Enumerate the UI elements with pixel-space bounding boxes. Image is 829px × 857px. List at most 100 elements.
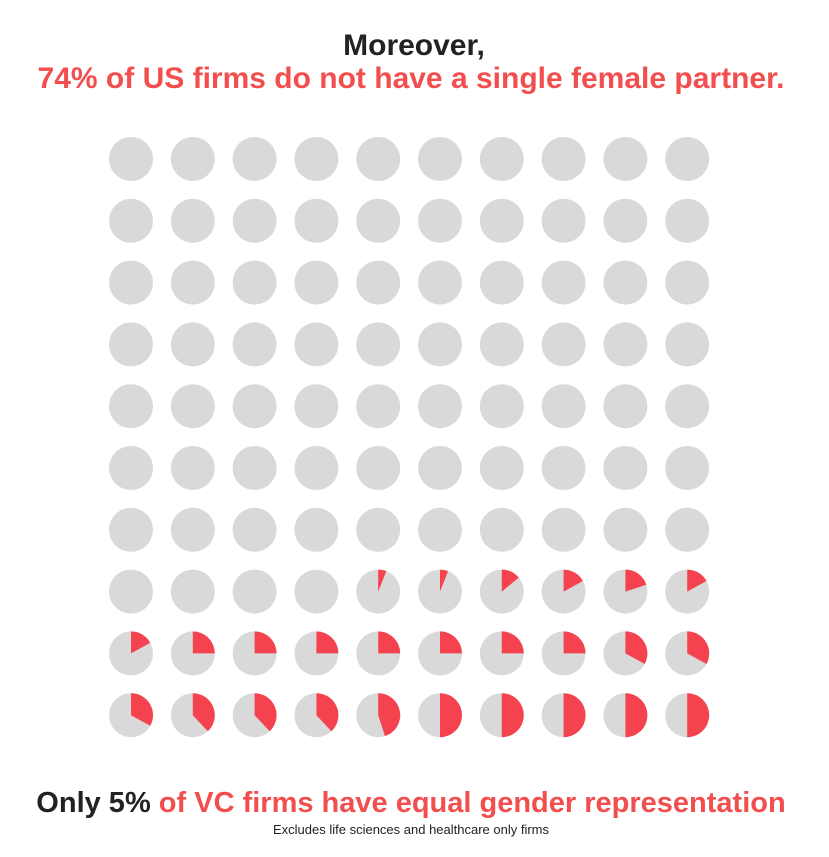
firm-circle — [109, 137, 153, 181]
female-share-slice — [625, 631, 648, 664]
firm-circle — [603, 507, 648, 552]
female-share-slice — [625, 569, 647, 592]
firm-circle — [418, 322, 462, 367]
firm-circle — [603, 198, 648, 243]
female-share-slice — [378, 693, 401, 737]
female-share-slice — [440, 569, 449, 592]
firm-circle — [356, 384, 401, 429]
firm-circle — [541, 384, 586, 429]
firm-circle — [479, 507, 524, 552]
firm-circle — [418, 260, 462, 305]
firm-circle — [109, 322, 153, 367]
firm-circle — [232, 446, 277, 490]
firm-circle — [541, 137, 586, 181]
firm-circle — [232, 198, 277, 243]
firm-circle — [356, 198, 401, 243]
firm-circle — [294, 260, 339, 305]
female-share-slice — [501, 631, 524, 654]
firm-circle — [479, 384, 524, 429]
firm-circle — [541, 260, 586, 305]
firm-circle — [170, 507, 215, 552]
firm-circle — [356, 137, 401, 181]
firm-circle — [356, 446, 401, 490]
female-share-slice — [316, 693, 339, 732]
firm-circle — [170, 446, 215, 490]
female-share-slice — [563, 693, 586, 738]
firm-circle — [541, 322, 586, 367]
firm-circle — [479, 137, 524, 181]
firm-circle — [294, 569, 339, 614]
female-share-slice — [440, 631, 462, 654]
firm-circle — [665, 198, 710, 243]
firm-circle — [418, 198, 462, 243]
firm-circle — [418, 507, 462, 552]
footer-highlight: Only 5% — [36, 787, 151, 819]
female-share-slice — [440, 693, 462, 738]
firm-circle — [665, 137, 710, 181]
firm-circle — [356, 507, 401, 552]
firm-circle — [418, 137, 462, 181]
title-line-2: 74% of US firms do not have a single fem… — [38, 62, 785, 95]
firm-circle — [170, 260, 215, 305]
firm-circle — [170, 384, 215, 429]
female-share-slice — [192, 693, 215, 732]
firm-circle — [541, 446, 586, 490]
firm-circle — [294, 446, 339, 490]
firm-circle — [109, 198, 153, 243]
firm-circle — [665, 507, 710, 552]
firm-circle — [109, 384, 153, 429]
female-share-slice — [625, 693, 648, 738]
firm-circle — [603, 260, 648, 305]
female-share-slice — [378, 569, 387, 592]
firm-circle — [356, 260, 401, 305]
firm-circle — [170, 322, 215, 367]
firm-circle — [232, 569, 277, 614]
firm-circle — [109, 260, 153, 305]
firm-circle — [170, 198, 215, 243]
female-share-slice — [563, 631, 586, 654]
female-share-slice — [316, 631, 339, 654]
firm-circle — [109, 569, 153, 614]
firm-circle — [665, 446, 710, 490]
firm-circle — [109, 446, 153, 490]
firm-circle — [170, 137, 215, 181]
female-share-slice — [687, 631, 710, 664]
firm-circle — [541, 507, 586, 552]
firm-circle — [418, 446, 462, 490]
female-share-slice — [254, 631, 277, 654]
female-share-slice — [501, 693, 524, 738]
firm-circle — [232, 260, 277, 305]
firm-circle — [479, 260, 524, 305]
firm-circle — [294, 137, 339, 181]
female-share-slice — [687, 569, 707, 592]
footer-line: Only 5% of VC firms have equal gender re… — [36, 787, 785, 819]
firm-circle — [541, 198, 586, 243]
female-share-slice — [501, 569, 519, 592]
female-share-slice — [131, 631, 151, 654]
female-share-slice — [254, 693, 277, 732]
firm-circle — [232, 137, 277, 181]
firm-circle — [294, 322, 339, 367]
firm-circle — [479, 322, 524, 367]
firm-circle — [479, 446, 524, 490]
female-share-slice — [563, 569, 583, 592]
female-share-slice — [192, 631, 215, 654]
firm-circle — [294, 507, 339, 552]
female-share-slice — [131, 693, 153, 726]
firm-circle — [232, 384, 277, 429]
female-share-slice — [378, 631, 401, 654]
firm-circle — [356, 322, 401, 367]
firm-circle — [665, 384, 710, 429]
firm-circle — [418, 384, 462, 429]
firm-circle — [294, 198, 339, 243]
firm-circle — [294, 384, 339, 429]
firm-circle — [665, 260, 710, 305]
footer-text: of VC firms have equal gender representa… — [159, 787, 786, 819]
firm-circle — [232, 507, 277, 552]
firm-circle — [603, 384, 648, 429]
footer-note: Excludes life sciences and healthcare on… — [273, 822, 550, 837]
firm-circle — [232, 322, 277, 367]
title-line-1: Moreover, — [343, 29, 485, 62]
firm-circle — [170, 569, 215, 614]
